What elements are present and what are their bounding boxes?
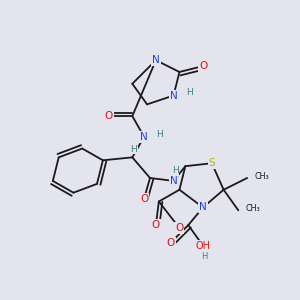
Text: H: H [201,252,208,261]
Text: O: O [199,61,207,71]
Text: O: O [175,223,184,233]
Text: H: H [172,166,178,175]
Text: N: N [170,176,177,186]
Text: CH₃: CH₃ [246,204,260,213]
Text: O: O [152,220,160,230]
Text: N: N [199,202,207,212]
Text: H: H [130,145,137,154]
Text: N: N [170,91,177,100]
Text: H: H [156,130,163,139]
Text: S: S [208,158,215,168]
Text: N: N [140,132,148,142]
Text: OH: OH [196,241,211,251]
Text: H: H [186,88,193,97]
Text: CH₃: CH₃ [254,172,269,181]
Text: O: O [140,194,148,204]
Text: O: O [167,238,175,248]
Text: O: O [105,111,113,121]
Text: N: N [152,55,160,65]
